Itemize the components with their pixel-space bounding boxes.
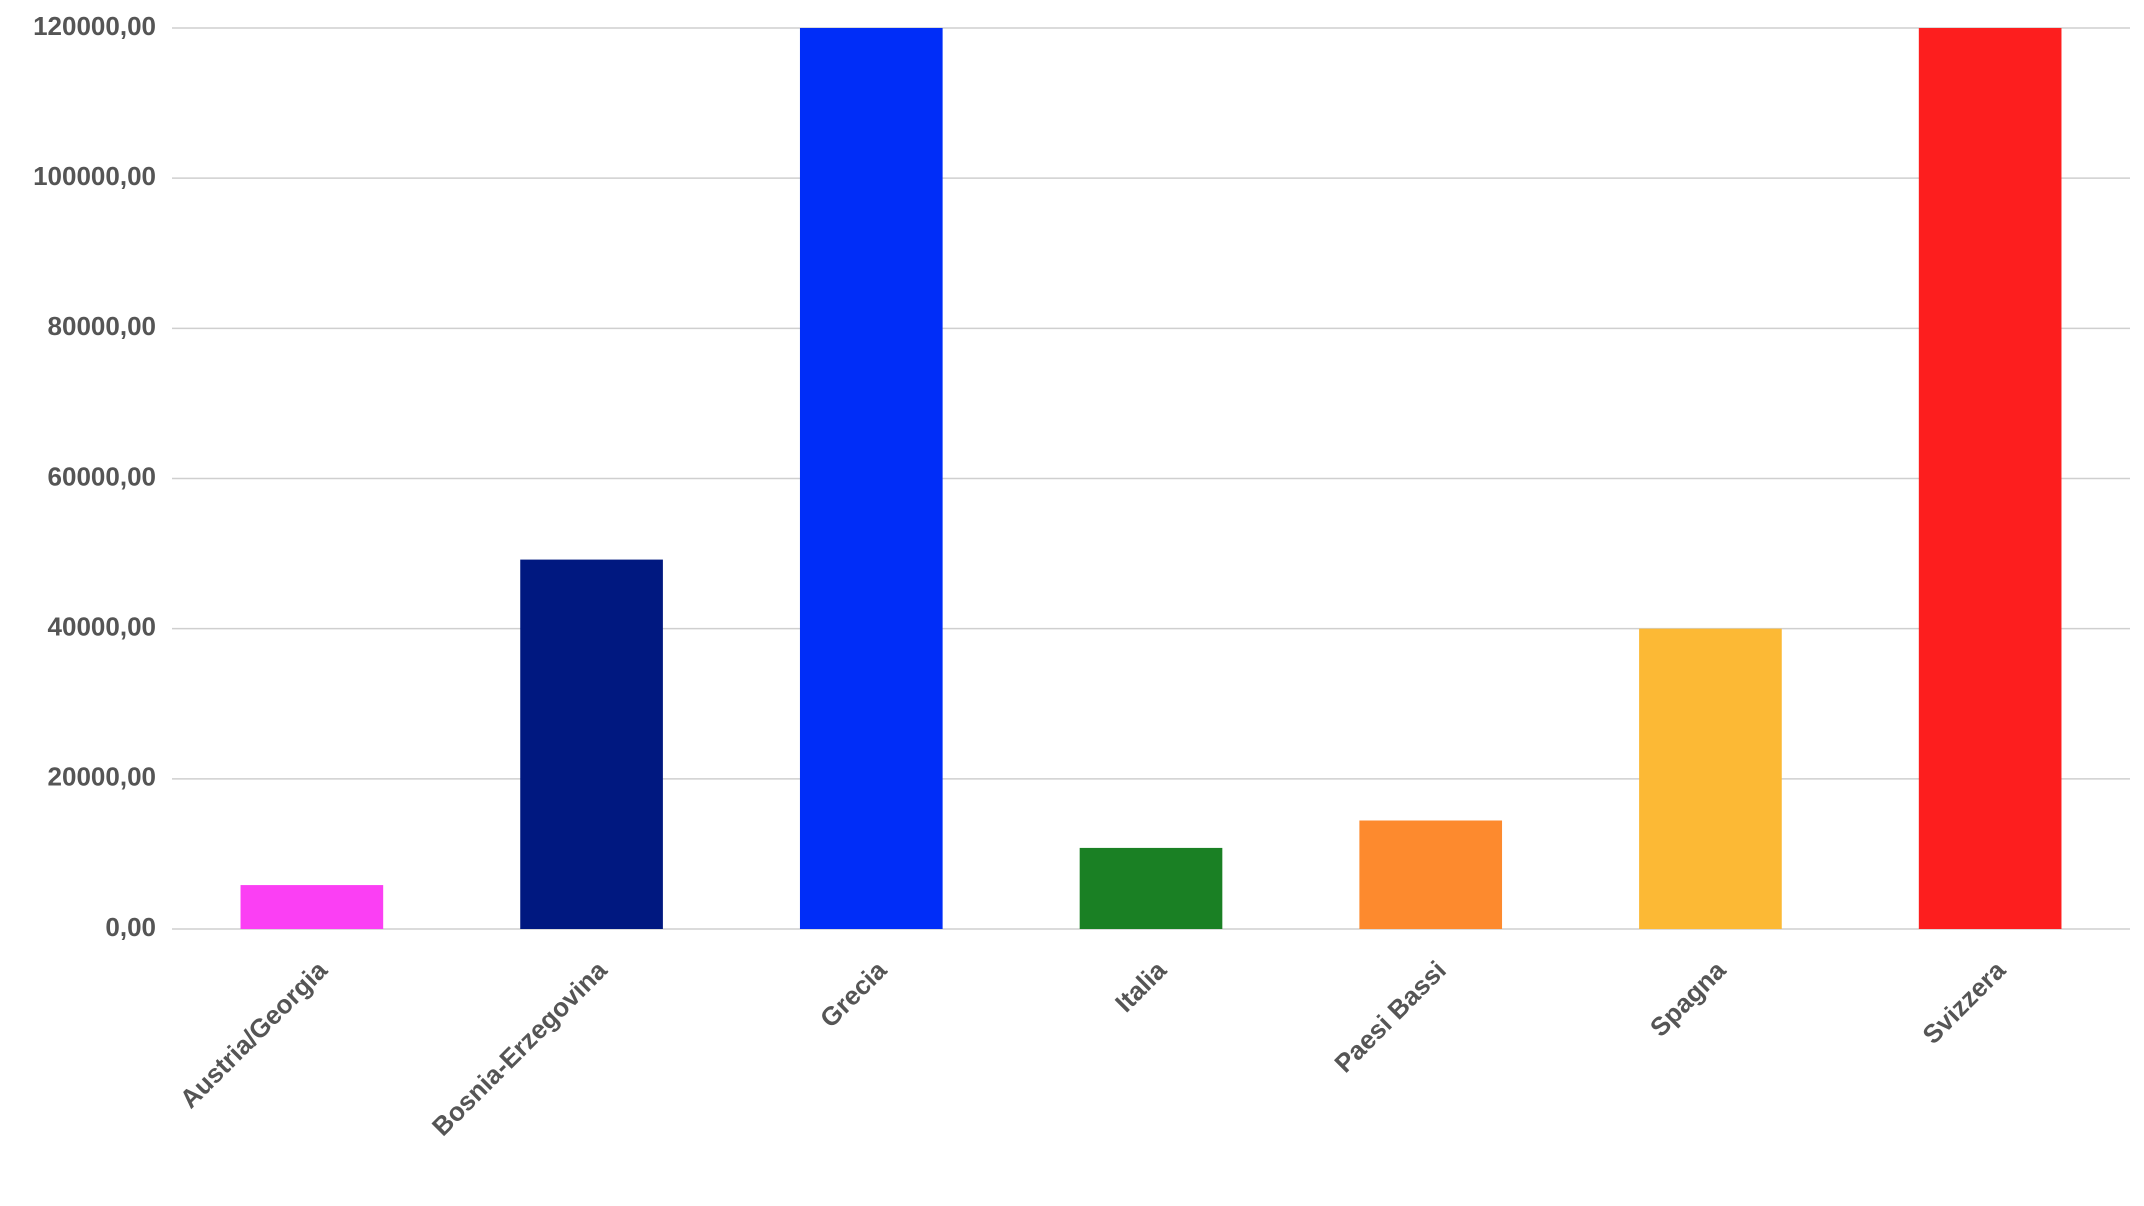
bar: [520, 559, 663, 929]
bar: [1918, 28, 2062, 929]
x-tick-label: Italia: [1109, 955, 1172, 1018]
y-tick-label: 120000,00: [33, 11, 156, 41]
bar: [1359, 820, 1503, 929]
x-tick-label: Paesi Bassi: [1328, 955, 1451, 1078]
y-tick-label: 20000,00: [48, 762, 156, 792]
bar: [1639, 628, 1782, 929]
y-tick-label: 100000,00: [33, 161, 156, 191]
y-tick-label: 0,00: [105, 912, 156, 942]
x-tick-label: Grecia: [814, 955, 893, 1034]
y-tick-label: 40000,00: [48, 612, 156, 642]
y-tick-label: 60000,00: [48, 461, 156, 491]
x-tick-label: Svizzera: [1916, 955, 2011, 1050]
x-tick-label: Spagna: [1644, 955, 1732, 1043]
bar: [240, 885, 384, 929]
x-tick-label: Austria/Georgia: [174, 955, 334, 1115]
x-tick-label: Bosnia-Erzegovina: [426, 955, 613, 1142]
bar: [1079, 847, 1223, 929]
y-tick-label: 80000,00: [48, 311, 156, 341]
bar: [799, 28, 943, 929]
